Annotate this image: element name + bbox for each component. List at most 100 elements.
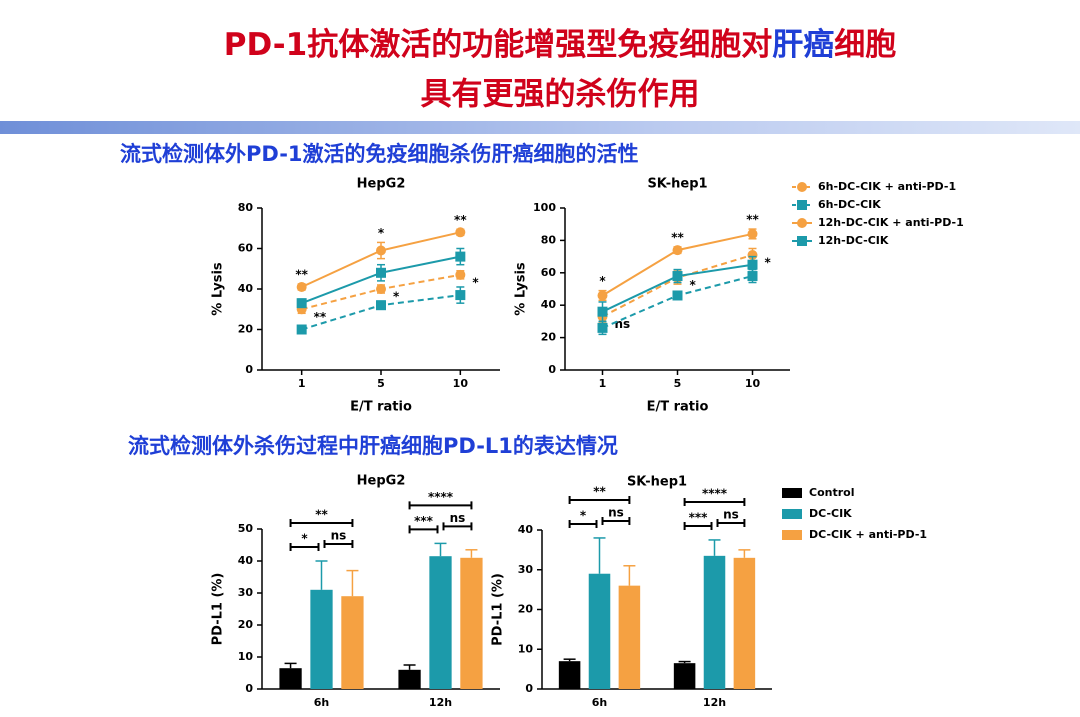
- x-tick-label: 6h: [592, 696, 608, 709]
- marker: [376, 267, 386, 278]
- marker: [672, 245, 683, 256]
- significance: ****: [702, 486, 728, 500]
- marker: [455, 251, 466, 262]
- x-axis-label: E/T ratio: [350, 400, 412, 415]
- significance-bracket: [289, 543, 320, 551]
- significance: *: [378, 226, 385, 240]
- significance: *: [765, 255, 772, 269]
- bar: [673, 663, 696, 689]
- significance: *: [301, 532, 308, 546]
- marker: [296, 324, 307, 335]
- x-tick-label: 10: [453, 377, 469, 390]
- bar: [460, 557, 483, 689]
- significance: **: [315, 508, 328, 522]
- significance: **: [295, 267, 308, 281]
- significance-bracket: [683, 521, 713, 530]
- marker: [455, 290, 466, 301]
- marker: [747, 259, 758, 270]
- significance-bracket: [408, 501, 473, 510]
- legend-marker: [797, 200, 807, 210]
- significance: ns: [608, 505, 624, 519]
- legend-marker: [797, 218, 807, 228]
- bar: [279, 668, 302, 689]
- y-tick-label: 40: [541, 298, 557, 311]
- chart-title: SK-hep1: [627, 475, 687, 490]
- bar: [703, 555, 726, 689]
- title-part: 细胞: [834, 27, 896, 63]
- legend-label: 12h-DC-CIK + anti-PD-1: [818, 216, 964, 229]
- title-line-1: PD-1抗体激活的功能增强型免疫细胞对肝癌细胞: [224, 27, 896, 63]
- marker: [376, 284, 386, 294]
- marker: [747, 271, 758, 282]
- significance-bracket: [568, 519, 598, 528]
- x-tick-label: 5: [377, 377, 385, 390]
- chart-title: HepG2: [357, 177, 406, 192]
- significance-bracket: [408, 525, 439, 534]
- legend-marker: [797, 236, 807, 246]
- section-heading: 流式检测体外杀伤过程中肝癌细胞PD-L1的表达情况: [128, 434, 618, 458]
- x-tick-label: 12h: [429, 696, 452, 709]
- marker: [597, 290, 608, 301]
- significance: ns: [450, 511, 466, 525]
- chart-title: SK-hep1: [647, 177, 707, 192]
- y-tick-label: 60: [238, 242, 254, 255]
- significance-bracket: [683, 497, 746, 506]
- marker: [455, 227, 466, 238]
- significance: **: [671, 230, 684, 244]
- legend-swatch: [782, 509, 802, 519]
- marker: [597, 322, 608, 333]
- legend-label: DC-CIK + anti-PD-1: [809, 528, 927, 541]
- y-tick-label: 40: [238, 554, 254, 567]
- significance: **: [314, 310, 327, 324]
- bar: [588, 573, 611, 689]
- significance-bracket: [289, 519, 354, 527]
- x-tick-label: 10: [745, 377, 761, 390]
- significance: *: [393, 290, 400, 304]
- significance: *: [599, 274, 606, 288]
- bar: [310, 589, 333, 689]
- marker: [376, 245, 386, 256]
- marker: [747, 228, 758, 239]
- y-axis-label: PD-L1 (%): [211, 573, 226, 646]
- legend-swatch: [782, 488, 802, 498]
- y-tick-label: 20: [238, 618, 254, 631]
- y-tick-label: 10: [238, 650, 254, 663]
- y-tick-label: 30: [238, 586, 254, 599]
- y-tick-label: 0: [245, 682, 253, 695]
- x-tick-label: 5: [674, 377, 682, 390]
- y-tick-label: 40: [238, 282, 254, 295]
- marker: [376, 300, 386, 311]
- y-tick-label: 80: [238, 201, 254, 214]
- marker: [296, 298, 307, 309]
- y-axis-label: PD-L1 (%): [491, 573, 506, 646]
- header-band: [0, 121, 1080, 134]
- title-part: PD-1抗体激活的功能增强型免疫细胞对: [224, 27, 772, 63]
- significance: *: [690, 278, 697, 292]
- series-line: [602, 254, 753, 318]
- legend-marker: [797, 182, 807, 192]
- x-tick-label: 1: [298, 377, 306, 390]
- significance-bracket: [716, 518, 746, 527]
- y-tick-label: 80: [541, 233, 557, 246]
- legend-swatch: [782, 530, 802, 540]
- marker: [296, 281, 307, 292]
- significance: *: [580, 508, 587, 522]
- x-tick-label: 6h: [314, 696, 330, 709]
- y-tick-label: 20: [518, 603, 534, 616]
- section-heading: 流式检测体外PD-1激活的免疫细胞杀伤肝癌细胞的活性: [120, 142, 639, 166]
- y-tick-label: 0: [245, 363, 253, 376]
- marker: [747, 249, 758, 260]
- significance: **: [454, 213, 467, 227]
- significance: ***: [689, 510, 709, 524]
- significance: ns: [615, 317, 631, 331]
- bar: [341, 596, 364, 689]
- significance: ns: [331, 529, 347, 543]
- x-axis-label: E/T ratio: [647, 400, 709, 415]
- chart-title: HepG2: [357, 474, 406, 489]
- significance-bracket: [323, 540, 354, 548]
- legend-label: DC-CIK: [809, 507, 852, 520]
- marker: [455, 269, 466, 280]
- legend-label: Control: [809, 486, 854, 499]
- legend-label: 6h-DC-CIK + anti-PD-1: [818, 180, 956, 193]
